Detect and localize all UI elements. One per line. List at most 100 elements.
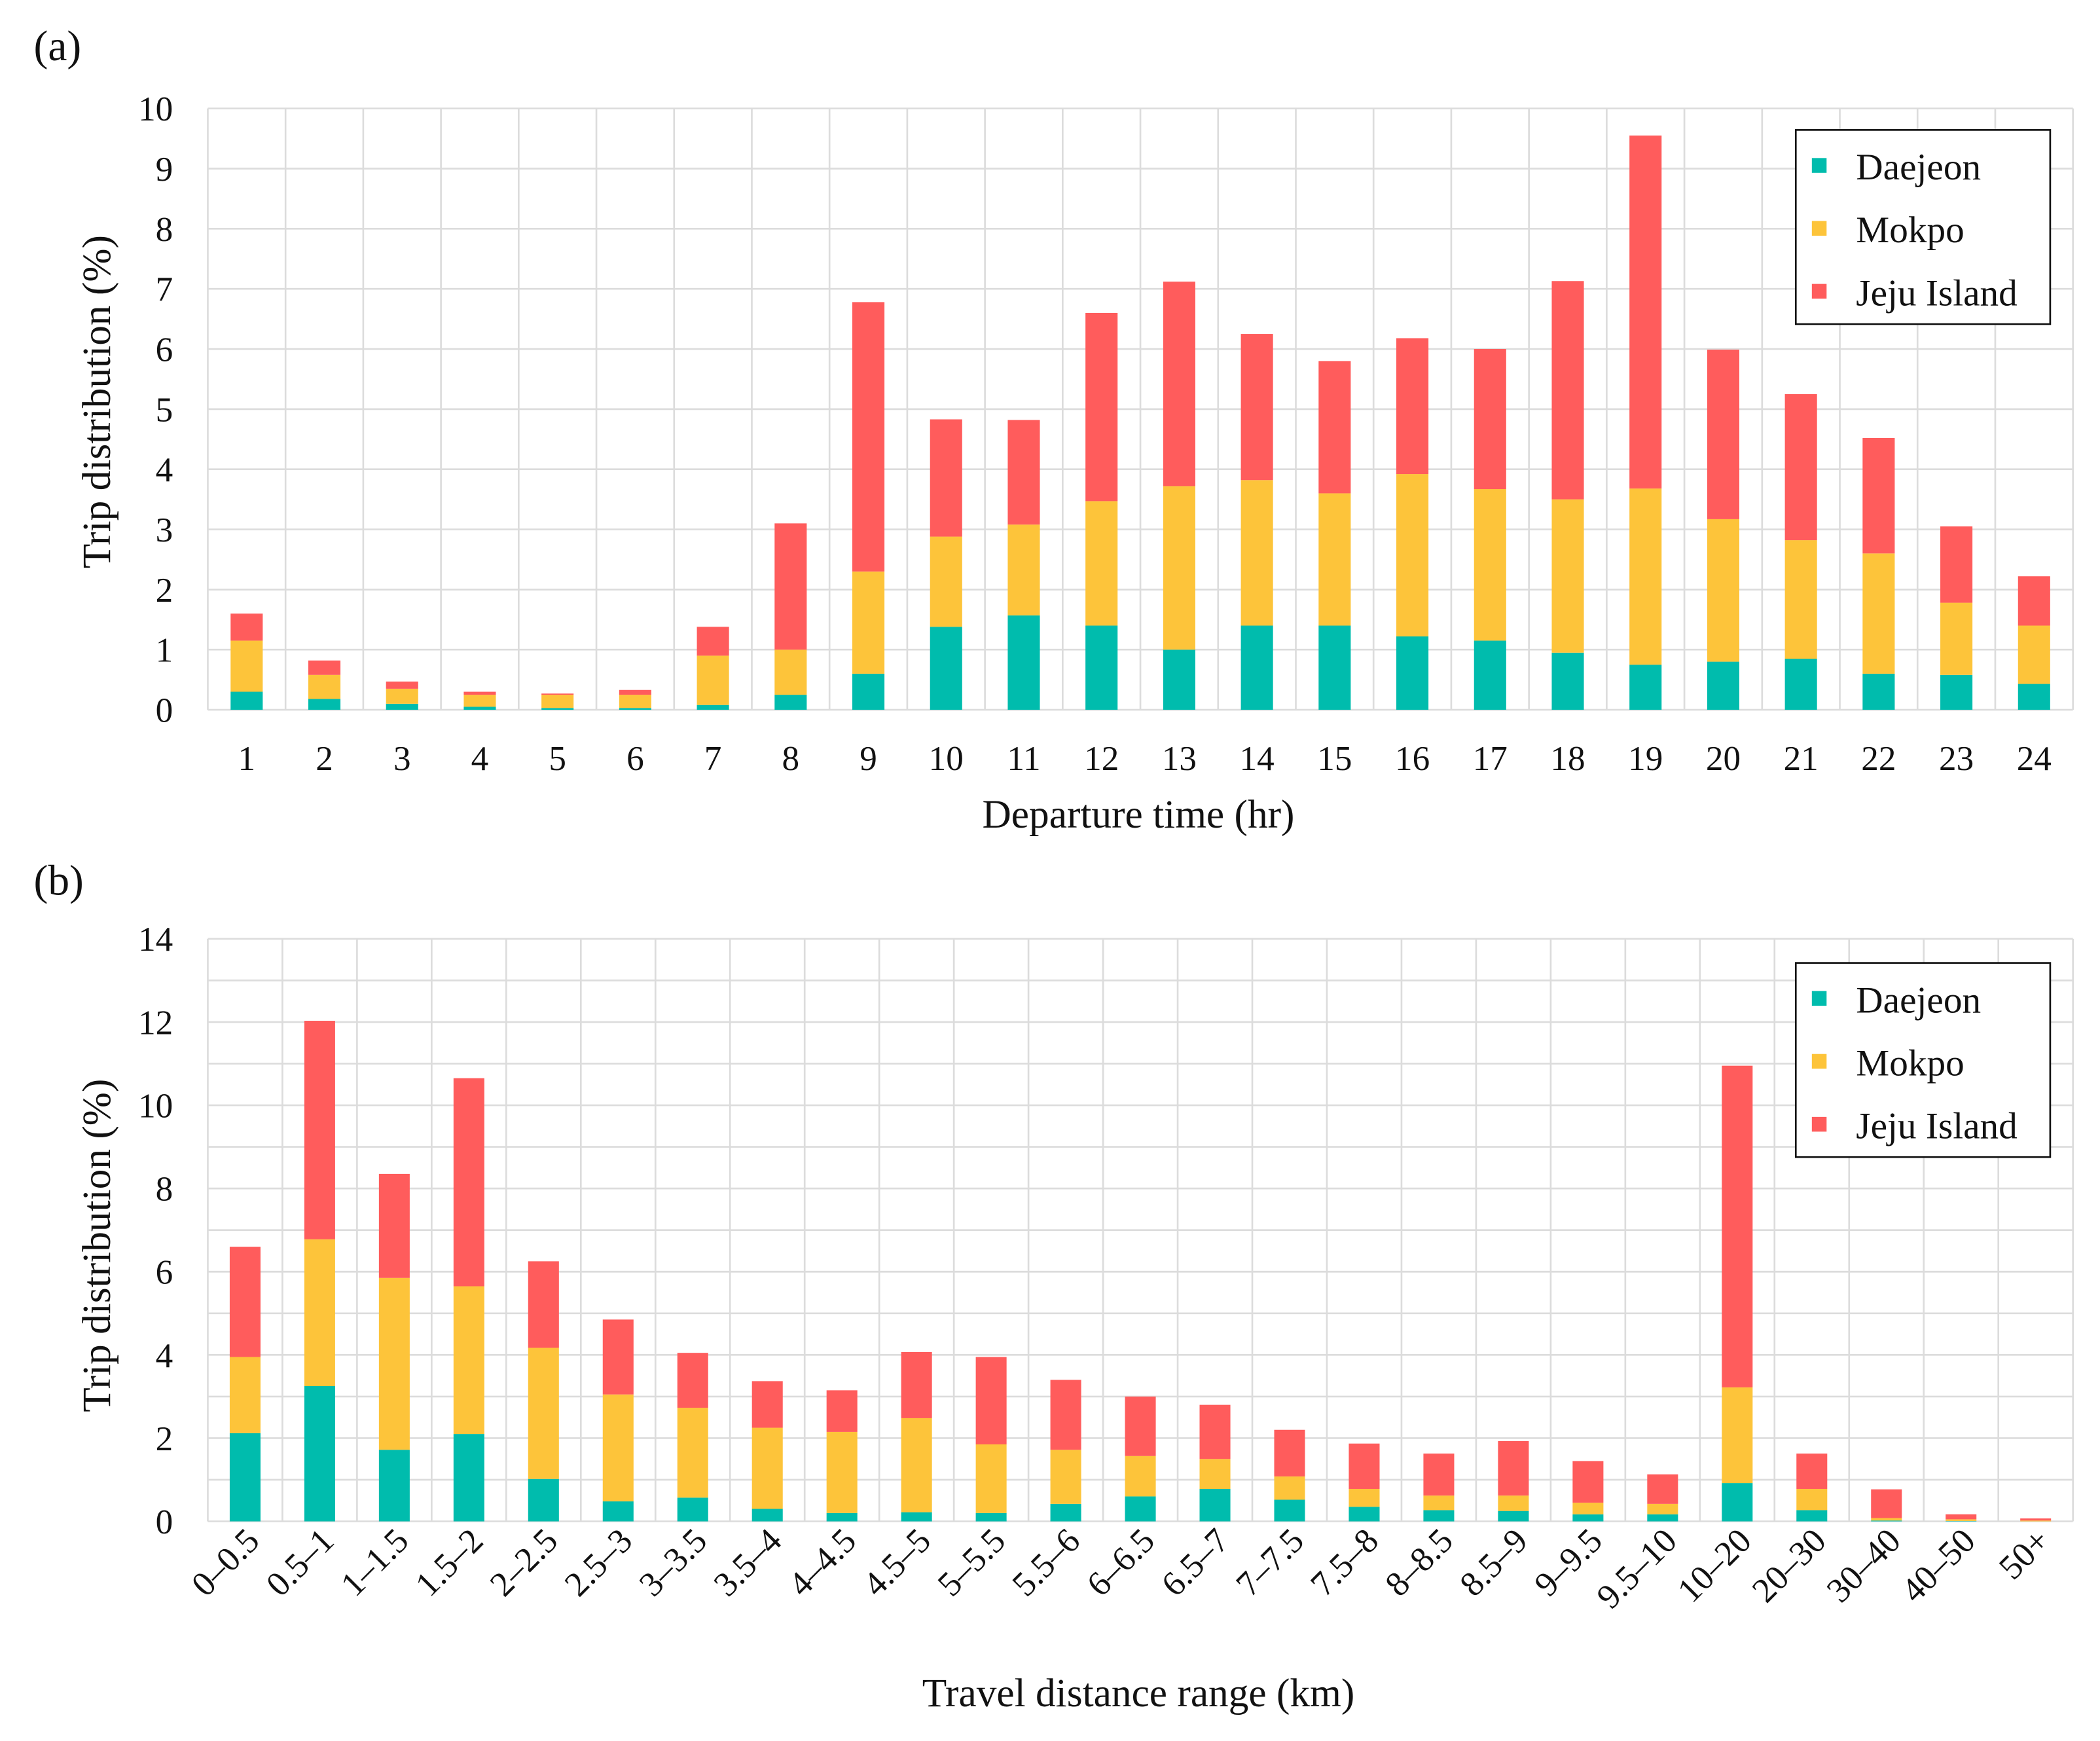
- x-tick-label: 3: [393, 739, 411, 778]
- y-tick-label: 10: [138, 90, 173, 128]
- bar-daejeon: [1862, 673, 1895, 710]
- bar-mokpo: [852, 571, 885, 674]
- bar-daejeon: [229, 1433, 261, 1522]
- bar-mokpo: [1707, 519, 1739, 662]
- bar-jeju-island: [930, 419, 962, 537]
- bar-jeju-island: [1498, 1440, 1529, 1496]
- bar-daejeon: [1050, 1503, 1081, 1522]
- bar-jeju-island: [2020, 1518, 2052, 1521]
- bar-mokpo: [1240, 480, 1273, 626]
- bar-daejeon: [1707, 661, 1739, 710]
- bar-mokpo: [1551, 499, 1584, 653]
- bar-mokpo: [1349, 1488, 1380, 1507]
- bar-jeju-island: [602, 1319, 634, 1395]
- bar-daejeon: [1796, 1510, 1828, 1522]
- x-tick-label: 5.5–6: [1005, 1521, 1087, 1604]
- legend-label: Jeju Island: [1856, 1106, 2018, 1147]
- bar-jeju-island: [1085, 312, 1118, 502]
- legend-box: [1794, 962, 2052, 1158]
- bar-daejeon: [1199, 1488, 1231, 1522]
- legend-label: Mokpo: [1856, 210, 1964, 251]
- bar-daejeon: [852, 673, 885, 710]
- bar-daejeon: [1007, 615, 1040, 710]
- bar-jeju-island: [1572, 1461, 1604, 1503]
- bar-mokpo: [1423, 1495, 1455, 1511]
- bar-daejeon: [901, 1512, 932, 1522]
- bar-jeju-island: [2018, 576, 2050, 626]
- bar-daejeon: [751, 1509, 783, 1522]
- legend-swatch: [1811, 991, 1827, 1006]
- bar-mokpo: [1871, 1518, 1902, 1521]
- legend: Daejeon Mokpo Jeju Island: [1794, 962, 2052, 1158]
- bar-jeju-island: [1862, 437, 1895, 554]
- y-tick-label: 1: [156, 631, 173, 670]
- bar-jeju-island: [528, 1261, 559, 1348]
- bar-daejeon: [619, 708, 651, 710]
- x-tick-label: 6: [626, 739, 644, 778]
- x-tick-label: 8: [782, 739, 800, 778]
- bar-daejeon: [453, 1434, 484, 1522]
- bar-jeju-island: [619, 689, 651, 695]
- bar-jeju-island: [901, 1351, 932, 1418]
- x-tick-label: 13: [1162, 739, 1197, 778]
- bar-mokpo: [677, 1408, 708, 1498]
- bar-mokpo: [930, 536, 962, 627]
- bar-jeju-island: [1647, 1474, 1678, 1504]
- legend: Daejeon Mokpo Jeju Island: [1794, 129, 2052, 325]
- bar-mokpo: [1647, 1503, 1678, 1514]
- bar-daejeon: [2018, 684, 2050, 710]
- bar-daejeon: [1318, 625, 1351, 710]
- x-tick-label: 7.5–8: [1303, 1521, 1386, 1604]
- bar-daejeon: [308, 699, 341, 710]
- bar-jeju-island: [1240, 334, 1273, 481]
- bar-daejeon: [697, 705, 729, 710]
- bar-mokpo: [1085, 501, 1118, 626]
- legend-label: Mokpo: [1856, 1042, 1964, 1084]
- x-tick-label: 21: [1784, 739, 1819, 778]
- x-tick-label: 20–30: [1745, 1521, 1834, 1610]
- bar-mokpo: [528, 1347, 559, 1479]
- bar-jeju-island: [1722, 1065, 1753, 1387]
- bar-mokpo: [2020, 1520, 2052, 1522]
- x-axis-label-a: Departure time (hr): [982, 792, 1294, 837]
- bar-jeju-island: [378, 1173, 410, 1278]
- bar-daejeon: [1722, 1483, 1753, 1522]
- bar-mokpo: [308, 674, 341, 699]
- bar-jeju-island: [386, 681, 418, 689]
- x-tick-label: 23: [1939, 739, 1974, 778]
- bar-daejeon: [774, 695, 807, 710]
- bar-daejeon: [463, 706, 496, 710]
- y-tick-label: 6: [156, 1253, 173, 1292]
- bar-daejeon: [1349, 1507, 1380, 1522]
- x-tick-label: 10–20: [1670, 1521, 1759, 1610]
- bar-jeju-island: [751, 1381, 783, 1428]
- bar-mokpo: [1498, 1495, 1529, 1511]
- bar-jeju-island: [826, 1390, 858, 1432]
- bar-jeju-island: [975, 1357, 1007, 1444]
- bar-jeju-island: [541, 693, 574, 695]
- x-tick-label: 9.5–10: [1589, 1521, 1684, 1616]
- bar-daejeon: [1572, 1514, 1604, 1522]
- bar-daejeon: [1946, 1520, 1977, 1522]
- bar-daejeon: [378, 1450, 410, 1522]
- bar-mokpo: [1396, 474, 1429, 637]
- legend-swatch: [1811, 1054, 1827, 1069]
- bar-daejeon: [541, 708, 574, 710]
- bar-mokpo: [975, 1444, 1007, 1513]
- bar-daejeon: [1163, 650, 1195, 710]
- bar-jeju-island: [1707, 349, 1739, 519]
- bar-jeju-island: [1349, 1443, 1380, 1489]
- bar-mokpo: [1722, 1387, 1753, 1484]
- bar-jeju-island: [1474, 349, 1506, 490]
- legend-swatch: [1811, 221, 1827, 236]
- bar-jeju-island: [229, 1247, 261, 1357]
- legend-label: Daejeon: [1856, 147, 1981, 188]
- bar-jeju-island: [304, 1021, 335, 1239]
- bar-daejeon: [1125, 1496, 1156, 1522]
- x-tick-label: 14: [1240, 739, 1275, 778]
- x-tick-label: 4: [471, 739, 489, 778]
- bar-mokpo: [1572, 1502, 1604, 1514]
- y-tick-label: 0: [156, 691, 173, 729]
- grid: [207, 107, 2074, 711]
- bar-daejeon: [602, 1501, 634, 1522]
